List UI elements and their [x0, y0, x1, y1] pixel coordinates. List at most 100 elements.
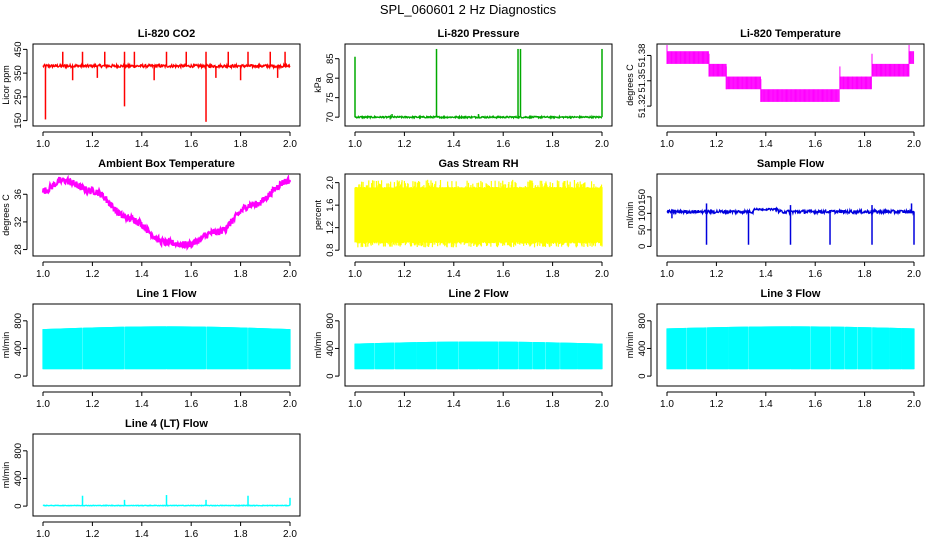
y-tick-label: 32: [13, 217, 24, 228]
x-tick-label: 1.0: [660, 399, 674, 410]
x-tick-label: 1.8: [546, 139, 560, 150]
y-axis-label: ml/min: [625, 332, 635, 359]
x-tick-label: 1.4: [759, 139, 773, 150]
x-tick-label: 2.0: [907, 139, 921, 150]
chart-panel-2: Li-820 Pressure 1.0 1.2 1.4 1.6 1.8 2.0 70 75 80 8…: [313, 28, 613, 150]
y-tick-label: 36: [13, 189, 24, 200]
x-tick-label: 1.6: [808, 269, 822, 280]
chart-title: Sample Flow: [757, 158, 825, 170]
x-tick-label: 1.8: [858, 139, 872, 150]
x-tick-label: 1.8: [234, 529, 248, 540]
x-tick-label: 1.6: [808, 399, 822, 410]
x-tick-label: 2.0: [283, 399, 297, 410]
chart-panel-7: Line 1 Flow 1.0 1.2 1.4 1.6 1.8 2.0 0 400 800ml/m…: [1, 288, 301, 410]
x-tick-label: 1.4: [135, 399, 149, 410]
x-tick-label: 2.0: [283, 529, 297, 540]
y-tick-label: 85: [325, 53, 336, 64]
x-tick-label: 2.0: [595, 269, 609, 280]
y-tick-label: 800: [13, 313, 24, 329]
chart-panel-1: Li-820 CO2 1.0 1.2 1.4 1.6 1.8 2.0 150 250 350 450…: [1, 28, 301, 150]
page-title: SPL_060601 2 Hz Diagnostics: [379, 2, 557, 17]
x-tick-label: 1.6: [184, 139, 198, 150]
x-tick-label: 1.4: [135, 139, 149, 150]
x-tick-label: 1.6: [496, 139, 510, 150]
y-axis-label: ml/min: [313, 332, 323, 359]
chart-title: Li-820 CO2: [138, 28, 195, 40]
y-tick-label: 1.2: [325, 221, 336, 234]
x-tick-label: 1.0: [348, 399, 362, 410]
y-tick-label: 0: [637, 373, 648, 378]
y-tick-label: 2.0: [325, 176, 336, 189]
chart-title: Line 3 Flow: [761, 288, 821, 300]
x-tick-label: 1.4: [135, 269, 149, 280]
x-tick-label: 1.2: [85, 399, 99, 410]
x-tick-label: 1.4: [447, 269, 461, 280]
data-series: [354, 341, 603, 370]
x-tick-label: 1.8: [234, 399, 248, 410]
x-tick-label: 1.0: [36, 139, 50, 150]
y-tick-label: 75: [325, 92, 336, 103]
plot-frame: [32, 43, 301, 127]
y-tick-label: 800: [13, 443, 24, 459]
x-tick-label: 1.2: [397, 269, 411, 280]
y-tick-label: 350: [13, 65, 24, 81]
y-axis-label: ml/min: [1, 332, 11, 359]
y-axis-label: ml/min: [1, 462, 11, 489]
y-tick-label: 450: [13, 41, 24, 57]
x-tick-label: 1.4: [759, 269, 773, 280]
chart-title: Line 4 (LT) Flow: [125, 418, 208, 430]
x-tick-label: 1.6: [184, 399, 198, 410]
chart-title: Li-820 Temperature: [740, 28, 841, 40]
x-tick-label: 1.6: [184, 269, 198, 280]
x-tick-label: 1.6: [808, 139, 822, 150]
chart-panel-10: Line 4 (LT) Flow 1.0 1.2 1.4 1.6 1.8 2.0 0 400 80…: [1, 418, 301, 540]
x-tick-label: 1.2: [397, 399, 411, 410]
y-axis-label: degrees C: [1, 194, 11, 236]
chart-panel-5: Gas Stream RH 1.0 1.2 1.4 1.6 1.8 2.0 0.8 1.2 1.6…: [313, 158, 613, 280]
y-tick-label: 250: [13, 89, 24, 105]
data-series: [42, 326, 291, 370]
series-line: [41, 175, 292, 251]
y-axis-label: percent: [313, 199, 323, 230]
y-tick-label: 400: [13, 471, 24, 487]
x-tick-label: 1.8: [546, 399, 560, 410]
x-tick-label: 1.4: [759, 399, 773, 410]
x-tick-label: 1.2: [85, 269, 99, 280]
chart-panel-3: Li-820 Temperature 1.0 1.2 1.4 1.6 1.8 2.0 51.3…: [625, 28, 925, 150]
x-tick-label: 1.2: [709, 139, 723, 150]
x-tick-label: 1.2: [397, 139, 411, 150]
x-tick-label: 1.0: [348, 139, 362, 150]
x-tick-label: 1.2: [709, 399, 723, 410]
plot-frame: [656, 303, 925, 387]
data-series: [42, 51, 291, 122]
data-series: [666, 203, 915, 245]
x-tick-label: 1.4: [135, 529, 149, 540]
y-tick-label: 400: [13, 341, 24, 357]
x-tick-label: 1.2: [85, 139, 99, 150]
x-tick-label: 2.0: [907, 269, 921, 280]
y-tick-label: 800: [637, 313, 648, 329]
chart-title: Ambient Box Temperature: [98, 158, 235, 170]
y-tick-label: 400: [637, 341, 648, 357]
y-tick-label: 0.8: [325, 244, 336, 257]
y-axis-label: ml/min: [625, 202, 635, 229]
chart-title: Li-820 Pressure: [438, 28, 520, 40]
chart-panel-6: Sample Flow 1.0 1.2 1.4 1.6 1.8 2.0 0 50 100150ml…: [625, 158, 925, 280]
data-series: [42, 495, 291, 507]
x-tick-label: 1.4: [447, 139, 461, 150]
x-tick-label: 1.2: [709, 269, 723, 280]
plot-frame: [344, 43, 613, 127]
y-tick-label: 0: [325, 373, 336, 378]
x-tick-label: 1.2: [85, 529, 99, 540]
x-tick-label: 1.0: [36, 529, 50, 540]
y-axis-label: kPa: [313, 77, 323, 93]
x-tick-label: 2.0: [595, 139, 609, 150]
chart-panel-4: Ambient Box Temperature 1.0 1.2 1.4 1.6 1.8 2.…: [1, 158, 301, 280]
y-tick-label: 50: [637, 225, 648, 236]
x-tick-label: 2.0: [283, 139, 297, 150]
y-axis-label: degrees C: [625, 64, 635, 106]
x-tick-label: 1.8: [858, 399, 872, 410]
x-tick-label: 1.0: [36, 399, 50, 410]
chart-title: Gas Stream RH: [438, 158, 518, 170]
x-tick-label: 1.8: [234, 269, 248, 280]
